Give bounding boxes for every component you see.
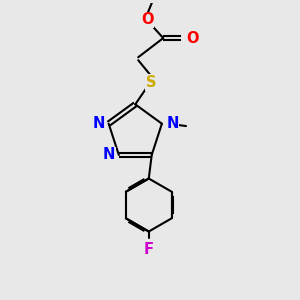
Text: S: S xyxy=(146,75,157,90)
Text: N: N xyxy=(166,116,179,130)
Text: O: O xyxy=(141,12,153,27)
Text: O: O xyxy=(186,31,198,46)
Text: N: N xyxy=(103,148,115,163)
Text: N: N xyxy=(93,116,105,130)
Text: F: F xyxy=(144,242,154,257)
